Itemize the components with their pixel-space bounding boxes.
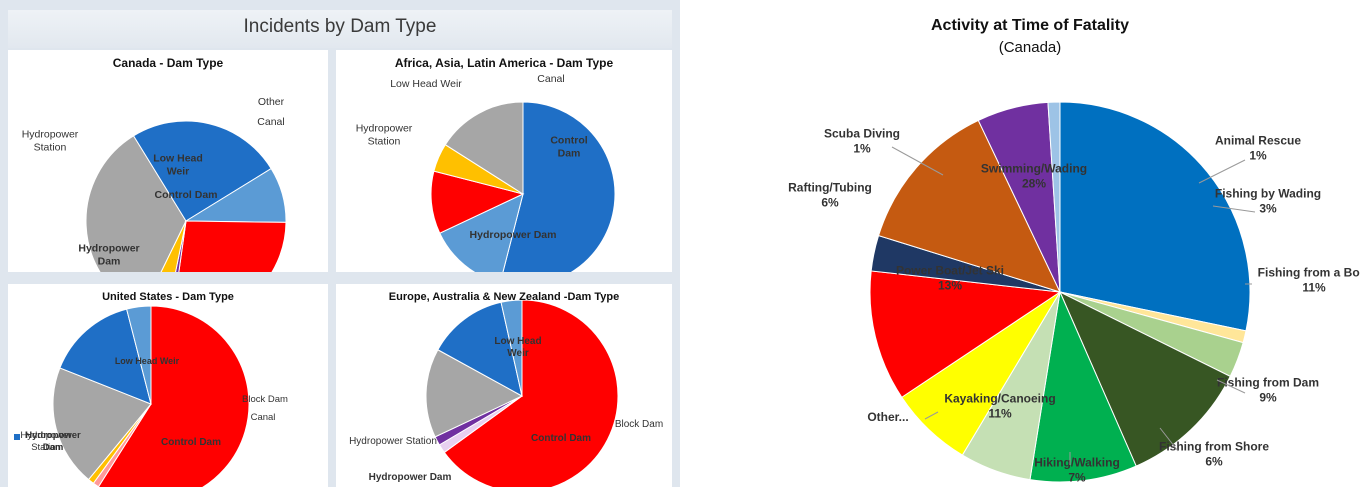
slice-label-control-dam: Control Dam (550, 135, 587, 160)
leader-line (924, 411, 939, 420)
slice-label-hydropower-dam: Hydropower Dam (470, 229, 557, 241)
slice-label-scuba-diving: Scuba Diving 1% (824, 127, 900, 156)
chart-cell-united-states: United States - Dam Type Low Head Weir Blo… (8, 284, 328, 487)
slice-label-hydropower-station: Hydropower Station (356, 123, 413, 148)
slice-label-low-head-weir: Low Head Weir (115, 356, 180, 366)
pie-slice-low-head-weir (443, 299, 619, 487)
leader-line (1216, 379, 1246, 394)
pie-chart-europe-aus-nz: Europe, Australia & New Zealand -Dam Typ… (349, 291, 663, 487)
slice-label-hydropower-station: Hydropower Station (349, 436, 437, 447)
legend-swatch (14, 434, 20, 440)
activity-panel: Activity at Time of Fatality (Canada) Swim… (700, 0, 1360, 487)
chart-subtitle: (Canada) (999, 39, 1062, 56)
slice-label-hydropower-station: Hydropower Station (20, 430, 71, 453)
legend-entry: Hydropower Dam (25, 430, 81, 453)
slice-label-kayaking-canoeing: Kayaking/Canoeing 11% (944, 392, 1055, 421)
slice-label-low-head-weir: Low Head Weir (153, 153, 203, 178)
chart-title: Africa, Asia, Latin America - Dam Type (395, 56, 614, 70)
panel-title: Incidents by Dam Type (243, 16, 437, 37)
pie-chart-united-states: United States - Dam Type Low Head Weir Blo… (14, 291, 288, 487)
slice-label-low-head-weir: Low Head Weir (390, 78, 462, 90)
pie-slice-control-dam (52, 367, 152, 481)
pie-slice-low-head-weir (171, 220, 287, 322)
pie-slice-hydropower-station (500, 299, 523, 397)
dam-type-panel: Incidents by Dam Type Canada - Dam Type C… (0, 0, 680, 487)
slice-label-swimming-wading: Swimming/Wading 28% (981, 162, 1087, 191)
pie-slice-low-head-weir (97, 305, 250, 487)
leader-line (1198, 159, 1246, 184)
chart-cell-europe-aus-nz: Europe, Australia & New Zealand -Dam Typ… (336, 284, 672, 487)
slice-label-block-dam: Block Dam (615, 419, 663, 430)
slice-label-fishing-by-wading: Fishing by Wading 3% (1215, 187, 1321, 216)
pie-slice-fishing-from-dam (1029, 290, 1137, 483)
pie-slice-control-dam (425, 349, 524, 438)
pie-slice-fishing-from-a-boat (1058, 290, 1231, 467)
leader-line (1212, 205, 1256, 213)
chart-title: Activity at Time of Fatality (931, 17, 1129, 34)
pie-slice-hydropower-dam (132, 120, 272, 222)
slice-label-hydropower-dam: Hydropower Dam (78, 243, 139, 268)
pie-slice-hydropower-station (126, 305, 152, 405)
pie-slice-swimming-wading (1059, 101, 1251, 332)
slice-label-rafting-tubing: Rafting/Tubing 6% (788, 181, 872, 210)
slice-label-canal: Canal (257, 116, 284, 128)
pie-slice-kayaking-canoeing (869, 270, 1062, 398)
chart-title: Europe, Australia & New Zealand -Dam Typ… (389, 291, 619, 303)
slice-label-hiking-walking: Hiking/Walking 7% (1034, 456, 1120, 485)
slice-label-block-dam: Block Dam (242, 394, 288, 405)
slice-label-hydropower-station: Hydropower Station (22, 129, 79, 154)
chart-cell-africa-asia-latam: Africa, Asia, Latin America - Dam Type Hy… (336, 50, 672, 287)
slice-label-other: Other... (867, 410, 908, 424)
leader-line (891, 146, 944, 176)
slice-label-control-dam: Control Dam (155, 189, 218, 201)
pie-chart-activity: Activity at Time of Fatality (Canada) Swim… (788, 17, 1360, 485)
pie-slice-hydropower-dam (437, 301, 523, 397)
slice-label-hydropower-dam: Hydropower Dam (369, 472, 452, 483)
slice-label-fishing-from-a-boat: Fishing from a Boat 11% (1258, 266, 1360, 295)
pie-slice-control-dam (444, 101, 524, 195)
slice-label-other: Other (258, 96, 285, 108)
slice-label-low-head-weir: Low Head Weir (494, 336, 541, 359)
pie-slice-power-boat-jet-ski (877, 119, 1061, 293)
slice-label-control-dam: Control Dam (161, 437, 221, 448)
slice-label-canal: Canal (251, 412, 276, 423)
slice-label-power-boat-jet-ski: Power Boat/Jet Ski 13% (896, 264, 1004, 293)
pie-slice-scuba-diving (1047, 101, 1061, 293)
slice-label-fishing-from-dam: Fishing from Dam 9% (1217, 376, 1319, 405)
chart-title: United States - Dam Type (102, 291, 234, 303)
slice-label-fishing-from-shore: Fishing from Shore 6% (1159, 440, 1269, 469)
slice-label-canal: Canal (537, 73, 564, 85)
slice-label-animal-rescue: Animal Rescue 1% (1215, 134, 1301, 163)
pie-chart-canada: Canada - Dam Type Control Dam Hydropower Da… (22, 56, 287, 322)
panel-header: Incidents by Dam Type (8, 10, 672, 48)
leader-line (1159, 427, 1179, 452)
pie-slice-hydropower-dam (59, 308, 152, 405)
pie-chart-africa-asia-latam: Africa, Asia, Latin America - Dam Type Hy… (356, 56, 616, 287)
slice-label-control-dam: Control Dam (531, 433, 591, 444)
chart-title: Canada - Dam Type (113, 56, 224, 70)
chart-cell-canada: Canada - Dam Type Control Dam Hydropower Da… (8, 50, 328, 322)
